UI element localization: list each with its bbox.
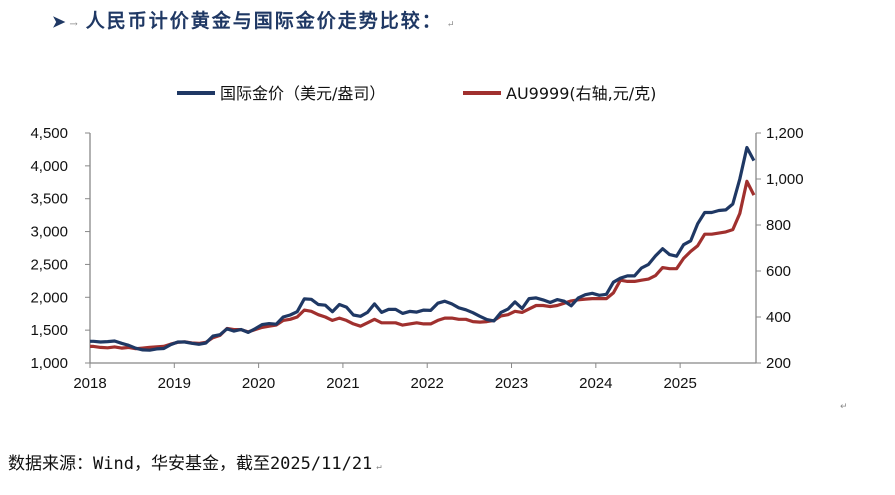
right-tick-label: 800 <box>766 217 791 234</box>
x-tick-label: 2022 <box>411 375 444 392</box>
right-tick-label: 600 <box>766 263 791 280</box>
x-tick-label: 2023 <box>495 375 528 392</box>
right-tick-label: 1,200 <box>766 125 804 142</box>
left-tick-label: 3,000 <box>30 224 68 241</box>
right-tick-label: 1,000 <box>766 171 804 188</box>
source-note: 数据来源：Wind，华安基金，截至2025/11/21 ↵ <box>8 449 382 474</box>
heading-text: 人民币计价黄金与国际金价走势比较： <box>85 10 443 32</box>
return-mark: ↵ <box>840 402 848 412</box>
legend-label-intl-gold: 国际金价（美元/盎司） <box>220 84 385 103</box>
x-tick-label: 2019 <box>158 375 191 392</box>
legend-label-au9999: AU9999(右轴,元/克) <box>506 84 656 103</box>
right-tick-label: 200 <box>766 355 791 372</box>
source-text: 数据来源：Wind，华安基金，截至2025/11/21 <box>8 454 373 474</box>
tab-mark: → <box>69 19 80 30</box>
x-tick-label: 2025 <box>663 375 696 392</box>
legend: 国际金价（美元/盎司） AU9999(右轴,元/克) <box>177 84 656 103</box>
arrow-bullet-icon: ➤ <box>52 12 68 31</box>
left-tick-label: 1,500 <box>30 322 68 339</box>
left-tick-label: 4,500 <box>30 125 68 142</box>
left-tick-label: 1,000 <box>30 355 68 372</box>
x-tick-label: 2018 <box>73 375 106 392</box>
x-tick-label: 2020 <box>242 375 275 392</box>
series-line-intl-gold <box>90 145 756 352</box>
left-tick-label: 4,000 <box>30 158 68 175</box>
return-mark: ↵ <box>446 20 457 30</box>
x-tick-label: 2024 <box>579 375 612 392</box>
left-tick-label: 2,000 <box>30 289 68 306</box>
return-mark: ↵ <box>376 462 382 472</box>
right-tick-label: 400 <box>766 309 791 326</box>
section-heading: ➤ → 人民币计价黄金与国际金价走势比较： ↵ <box>52 6 456 33</box>
left-tick-label: 3,500 <box>30 191 68 208</box>
x-tick-label: 2021 <box>326 375 359 392</box>
series-line-au9999 <box>90 179 756 351</box>
left-tick-label: 2,500 <box>30 256 68 273</box>
